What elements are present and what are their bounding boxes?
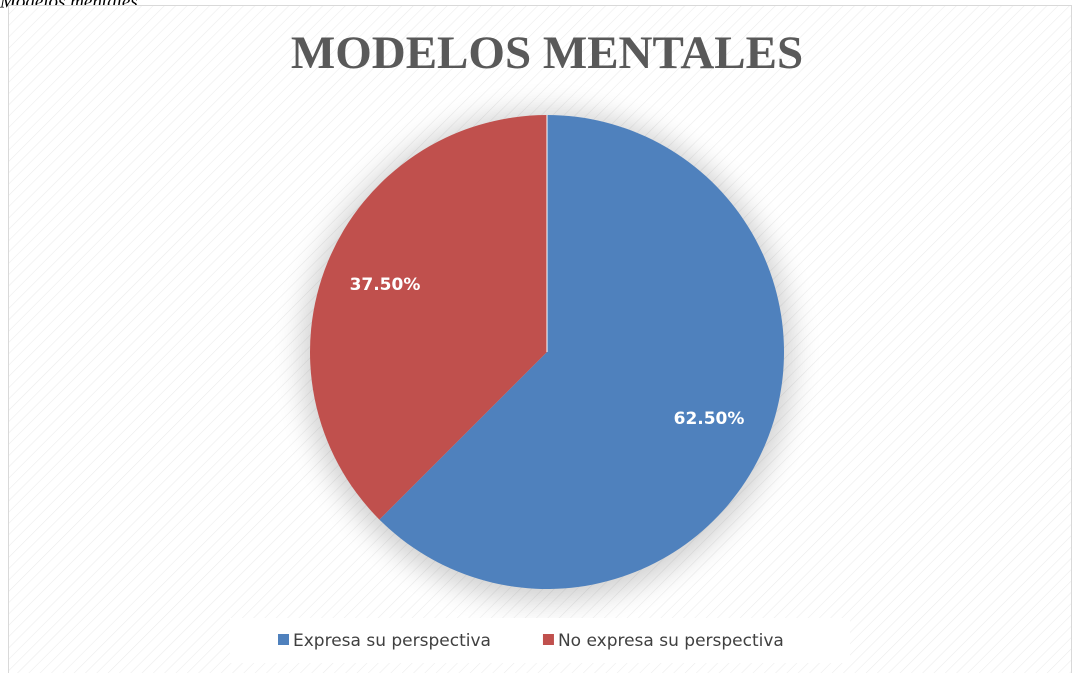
- legend: Expresa su perspectiva No expresa su pers…: [278, 631, 784, 651]
- legend-swatch: [278, 634, 289, 645]
- pie-slice: [310, 115, 547, 520]
- data-label: 62.50%: [674, 409, 745, 429]
- legend-swatch: [542, 634, 554, 645]
- legend-box: [230, 618, 850, 663]
- chart-title: MODELOS MENTALES: [291, 27, 803, 79]
- legend-label: No expresa su perspectiva: [558, 631, 784, 651]
- pie: 62.50% 37.50%: [310, 115, 784, 589]
- pie-slice: [379, 115, 784, 589]
- data-label: 37.50%: [350, 275, 421, 295]
- legend-label: Expresa su perspectiva: [293, 631, 491, 651]
